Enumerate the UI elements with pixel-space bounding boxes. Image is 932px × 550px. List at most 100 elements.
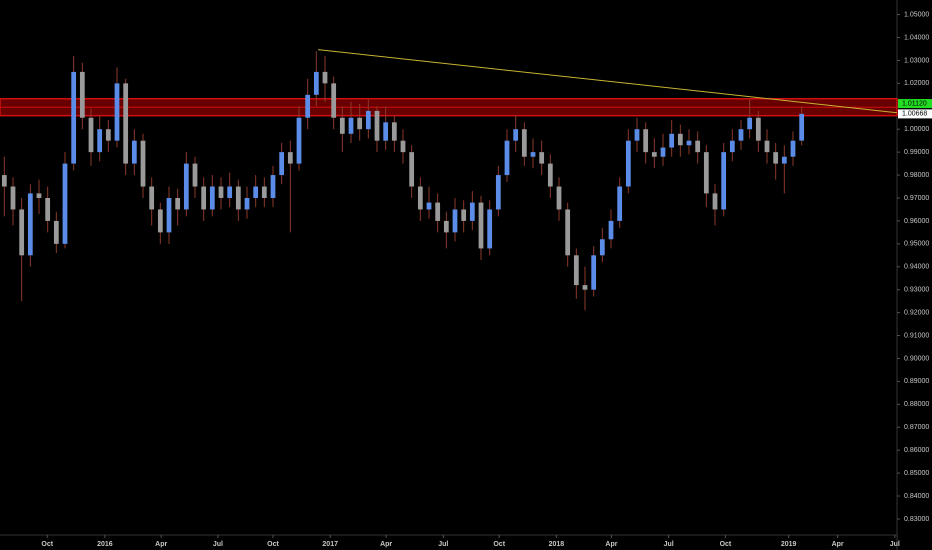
candle-body xyxy=(322,71,328,84)
candle-body xyxy=(105,129,111,141)
candle-body xyxy=(201,186,207,210)
candle-body xyxy=(695,140,701,153)
candle-body xyxy=(417,186,423,210)
candle-body xyxy=(313,71,319,95)
candle-body xyxy=(71,71,77,164)
candle-body xyxy=(244,197,250,210)
candle-body xyxy=(235,186,241,210)
x-tick-label: Apr xyxy=(380,541,392,548)
candle-body xyxy=(582,285,588,290)
candle-body xyxy=(79,71,85,118)
candle-body xyxy=(521,129,527,157)
x-tick-label: Oct xyxy=(41,541,53,548)
y-tick-label: 0.84000 xyxy=(904,493,929,500)
candle-body xyxy=(1,175,7,187)
candle-body xyxy=(625,140,631,187)
candle-body xyxy=(45,197,51,221)
x-tick-label: Jul xyxy=(890,541,900,548)
candle-body xyxy=(738,129,744,141)
x-tick-label: Apr xyxy=(832,541,844,548)
candle-body xyxy=(651,152,657,157)
y-tick-label: 0.83000 xyxy=(904,516,929,523)
y-tick-label: 0.95000 xyxy=(904,241,929,248)
candle-body xyxy=(677,133,683,146)
y-tick-label: 1.03000 xyxy=(904,57,929,64)
candle-body xyxy=(357,117,363,130)
candle-body xyxy=(97,129,103,153)
candle-body xyxy=(192,163,198,187)
candle-body xyxy=(495,175,501,210)
candle-body xyxy=(790,140,796,157)
y-tick-label: 0.97000 xyxy=(904,195,929,202)
candle-body xyxy=(339,117,345,134)
x-tick-label: Jul xyxy=(438,541,448,548)
candle-body xyxy=(183,163,189,210)
candle-body xyxy=(712,193,718,210)
candle-body xyxy=(764,140,770,153)
candle-body xyxy=(114,83,120,141)
candle-body xyxy=(296,117,302,164)
candle-body xyxy=(435,202,441,221)
candle-body xyxy=(478,202,484,249)
price-label: 1.00668 xyxy=(902,111,927,118)
candle-body xyxy=(10,186,16,210)
candle-body xyxy=(643,129,649,153)
y-tick-label: 0.93000 xyxy=(904,287,929,294)
candle-body xyxy=(365,110,371,130)
candle-body xyxy=(218,186,224,198)
price-label-box xyxy=(898,99,932,109)
candle-body xyxy=(19,209,25,256)
y-tick-label: 1.00000 xyxy=(904,126,929,133)
candle-body xyxy=(348,117,354,134)
candle-body xyxy=(374,110,380,141)
y-tick-label: 1.05000 xyxy=(904,11,929,18)
candle-body xyxy=(721,152,727,210)
candle-body xyxy=(123,83,129,164)
candle-body xyxy=(305,94,311,118)
candle-body xyxy=(209,186,215,210)
candle-body xyxy=(530,152,536,157)
price-label-box xyxy=(898,109,932,119)
candle-body xyxy=(660,147,666,157)
y-tick-label: 0.88000 xyxy=(904,401,929,408)
y-tick-label: 0.94000 xyxy=(904,264,929,271)
candle-body xyxy=(547,163,553,187)
candle-body xyxy=(461,209,467,221)
candle-body xyxy=(227,186,233,198)
y-tick-label: 0.92000 xyxy=(904,309,929,316)
candle-body xyxy=(573,255,579,286)
x-tick-label: Apr xyxy=(155,541,167,548)
x-tick-label: Jul xyxy=(213,541,223,548)
candle-body xyxy=(729,140,735,153)
candle-body xyxy=(469,202,475,221)
candle-body xyxy=(539,152,545,164)
candle-body xyxy=(669,133,675,148)
candle-body xyxy=(270,175,276,198)
candle-body xyxy=(443,220,449,233)
candle-body xyxy=(279,152,285,176)
candle-body xyxy=(253,186,259,198)
y-tick-label: 0.89000 xyxy=(904,378,929,385)
candle-body xyxy=(599,239,605,256)
x-tick-label: Apr xyxy=(605,541,617,548)
candle-body xyxy=(88,117,94,153)
x-tick-label: Oct xyxy=(720,541,732,548)
candle-body xyxy=(409,152,415,187)
candle-body xyxy=(331,83,337,118)
candle-body xyxy=(287,152,293,164)
candle-body xyxy=(36,193,42,198)
y-tick-label: 0.85000 xyxy=(904,470,929,477)
candle-body xyxy=(426,202,432,210)
x-tick-label: 2016 xyxy=(97,541,113,548)
candle-body xyxy=(53,220,59,244)
candle-body xyxy=(62,163,68,244)
candle-body xyxy=(703,152,709,194)
candle-body xyxy=(504,140,510,176)
x-tick-label: 2018 xyxy=(549,541,565,548)
y-tick-label: 0.98000 xyxy=(904,172,929,179)
y-tick-label: 1.02000 xyxy=(904,80,929,87)
candle-body xyxy=(747,117,753,130)
candle-body xyxy=(686,140,692,146)
y-tick-label: 0.99000 xyxy=(904,149,929,156)
